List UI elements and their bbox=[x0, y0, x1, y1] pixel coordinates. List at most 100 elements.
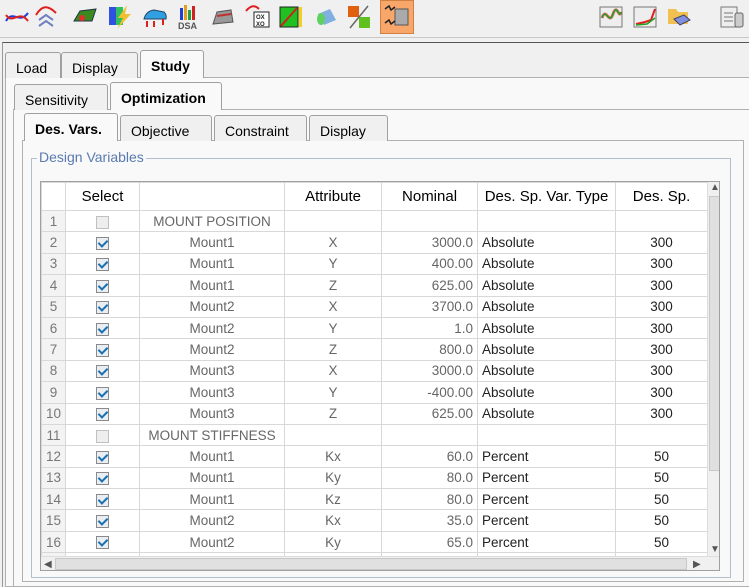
seat-structure-icon[interactable] bbox=[210, 4, 236, 30]
select-checkbox[interactable] bbox=[96, 493, 110, 507]
vibration-block-icon[interactable] bbox=[380, 0, 414, 34]
nominal-cell[interactable]: 3700.0 bbox=[381, 295, 479, 318]
diagonal-response-icon[interactable] bbox=[278, 4, 304, 30]
var-type-cell[interactable] bbox=[477, 209, 617, 233]
des-sp-cell[interactable]: 300 bbox=[615, 316, 709, 340]
des-sp-cell[interactable]: 50 bbox=[615, 466, 709, 490]
table-row[interactable]: 6 Mount2 Y 1.0 Absolute 300 bbox=[41, 316, 709, 340]
table-row[interactable]: 5 Mount2 X 3700.0 Absolute 300 bbox=[41, 295, 709, 318]
table-row[interactable]: 4 Mount1 Z 625.00 Absolute 300 bbox=[41, 274, 709, 297]
var-type-cell[interactable]: Percent bbox=[477, 466, 617, 490]
lightning-contour-icon[interactable] bbox=[107, 4, 133, 30]
select-checkbox[interactable] bbox=[96, 237, 110, 251]
nominal-cell[interactable]: 3000.0 bbox=[381, 359, 479, 383]
oxxo-matrix-icon[interactable]: OX XO bbox=[245, 4, 271, 30]
var-type-cell[interactable]: Percent bbox=[477, 488, 617, 511]
cylinder-contour-icon[interactable] bbox=[313, 4, 339, 30]
column-header[interactable] bbox=[139, 182, 286, 211]
vertical-scrollbar[interactable]: ▲ ▼ bbox=[707, 182, 720, 556]
select-checkbox[interactable] bbox=[96, 365, 110, 379]
table-row[interactable]: 16 Mount2 Ky 65.0 Percent 50 bbox=[41, 530, 709, 554]
var-type-cell[interactable] bbox=[477, 423, 617, 447]
des-sp-cell[interactable]: 50 bbox=[615, 445, 709, 468]
des-sp-cell[interactable]: 50 bbox=[615, 509, 709, 532]
nominal-cell[interactable] bbox=[381, 209, 479, 233]
frequency-plot-icon[interactable] bbox=[632, 4, 658, 30]
table-row[interactable]: 1 MOUNT POSITION bbox=[41, 209, 709, 233]
table-row[interactable]: 2 Mount1 X 3000.0 Absolute 300 bbox=[41, 231, 709, 254]
nominal-cell[interactable]: -400.00 bbox=[381, 381, 479, 404]
des-sp-cell[interactable]: 300 bbox=[615, 402, 709, 425]
tab-objective[interactable]: Objective bbox=[120, 115, 212, 141]
column-header[interactable]: Attribute bbox=[284, 182, 383, 211]
select-checkbox[interactable] bbox=[96, 429, 110, 443]
des-sp-cell[interactable]: 300 bbox=[615, 252, 709, 276]
des-sp-cell[interactable]: 50 bbox=[615, 530, 709, 554]
select-checkbox[interactable] bbox=[96, 215, 110, 229]
vertical-scroll-thumb[interactable] bbox=[709, 196, 719, 471]
table-row[interactable]: 15 Mount2 Kx 35.0 Percent 50 bbox=[41, 509, 709, 532]
table-row[interactable]: 10 Mount3 Z 625.00 Absolute 300 bbox=[41, 402, 709, 425]
var-type-cell[interactable]: Absolute bbox=[477, 252, 617, 276]
var-type-cell[interactable]: Absolute bbox=[477, 381, 617, 404]
des-sp-cell[interactable]: 300 bbox=[615, 381, 709, 404]
tab-constraint[interactable]: Constraint bbox=[214, 115, 307, 141]
nominal-cell[interactable]: 35.0 bbox=[381, 509, 479, 532]
table-row[interactable]: 7 Mount2 Z 800.0 Absolute 300 bbox=[41, 338, 709, 361]
nominal-cell[interactable]: 80.0 bbox=[381, 488, 479, 511]
des-sp-cell[interactable]: 300 bbox=[615, 274, 709, 297]
horizontal-scroll-thumb[interactable] bbox=[55, 558, 687, 570]
column-header[interactable]: Des. Sp. bbox=[615, 182, 709, 211]
curve-plot-icon[interactable] bbox=[4, 4, 30, 30]
var-type-cell[interactable]: Percent bbox=[477, 509, 617, 532]
nominal-cell[interactable]: 60.0 bbox=[381, 445, 479, 468]
select-checkbox[interactable] bbox=[96, 322, 110, 336]
var-type-cell[interactable]: Absolute bbox=[477, 316, 617, 340]
var-type-cell[interactable]: Percent bbox=[477, 445, 617, 468]
table-row[interactable]: 14 Mount1 Kz 80.0 Percent 50 bbox=[41, 488, 709, 511]
des-sp-cell[interactable]: 300 bbox=[615, 359, 709, 383]
car-body-contour-icon[interactable] bbox=[72, 4, 98, 30]
select-checkbox[interactable] bbox=[96, 472, 110, 486]
folder-mesh-icon[interactable] bbox=[666, 4, 692, 30]
tab-des-vars[interactable]: Des. Vars. bbox=[24, 113, 118, 141]
tab-study[interactable]: Study bbox=[140, 50, 204, 78]
des-sp-cell[interactable] bbox=[615, 423, 709, 447]
des-sp-cell[interactable]: 300 bbox=[615, 338, 709, 361]
nominal-cell[interactable] bbox=[381, 423, 479, 447]
select-checkbox[interactable] bbox=[96, 258, 110, 272]
var-type-cell[interactable]: Absolute bbox=[477, 359, 617, 383]
var-type-cell[interactable]: Percent bbox=[477, 530, 617, 554]
car-loads-icon[interactable] bbox=[142, 4, 168, 30]
select-checkbox[interactable] bbox=[96, 301, 110, 315]
var-type-cell[interactable]: Absolute bbox=[477, 231, 617, 254]
nominal-cell[interactable]: 1.0 bbox=[381, 316, 479, 340]
var-type-cell[interactable]: Absolute bbox=[477, 402, 617, 425]
scroll-up-icon[interactable]: ▲ bbox=[710, 182, 720, 193]
column-header[interactable]: Nominal bbox=[381, 182, 479, 211]
column-header[interactable]: Select bbox=[65, 182, 141, 211]
line-plot-icon[interactable] bbox=[598, 4, 624, 30]
nominal-cell[interactable]: 3000.0 bbox=[381, 231, 479, 254]
table-row[interactable]: 8 Mount3 X 3000.0 Absolute 300 bbox=[41, 359, 709, 383]
select-checkbox[interactable] bbox=[96, 279, 110, 293]
dsa-bar-chart-icon[interactable]: DSA bbox=[176, 4, 202, 30]
select-checkbox[interactable] bbox=[96, 408, 110, 422]
tab-display-opt[interactable]: Display bbox=[309, 115, 388, 141]
tab-optimization[interactable]: Optimization bbox=[110, 82, 222, 110]
column-header[interactable]: Des. Sp. Var. Type bbox=[477, 182, 617, 211]
tab-display[interactable]: Display bbox=[61, 52, 138, 78]
select-checkbox[interactable] bbox=[96, 386, 110, 400]
select-checkbox[interactable] bbox=[96, 343, 110, 357]
table-row[interactable]: 9 Mount3 Y -400.00 Absolute 300 bbox=[41, 381, 709, 404]
scroll-down-icon[interactable]: ▼ bbox=[710, 544, 720, 555]
nominal-cell[interactable]: 65.0 bbox=[381, 530, 479, 554]
select-checkbox[interactable] bbox=[96, 515, 110, 529]
column-header[interactable] bbox=[41, 182, 67, 211]
select-checkbox[interactable] bbox=[96, 450, 110, 464]
nominal-cell[interactable]: 800.0 bbox=[381, 338, 479, 361]
table-row[interactable]: 3 Mount1 Y 400.00 Absolute 300 bbox=[41, 252, 709, 276]
des-sp-cell[interactable]: 300 bbox=[615, 295, 709, 318]
var-type-cell[interactable]: Absolute bbox=[477, 295, 617, 318]
wave-stack-icon[interactable] bbox=[33, 4, 59, 30]
